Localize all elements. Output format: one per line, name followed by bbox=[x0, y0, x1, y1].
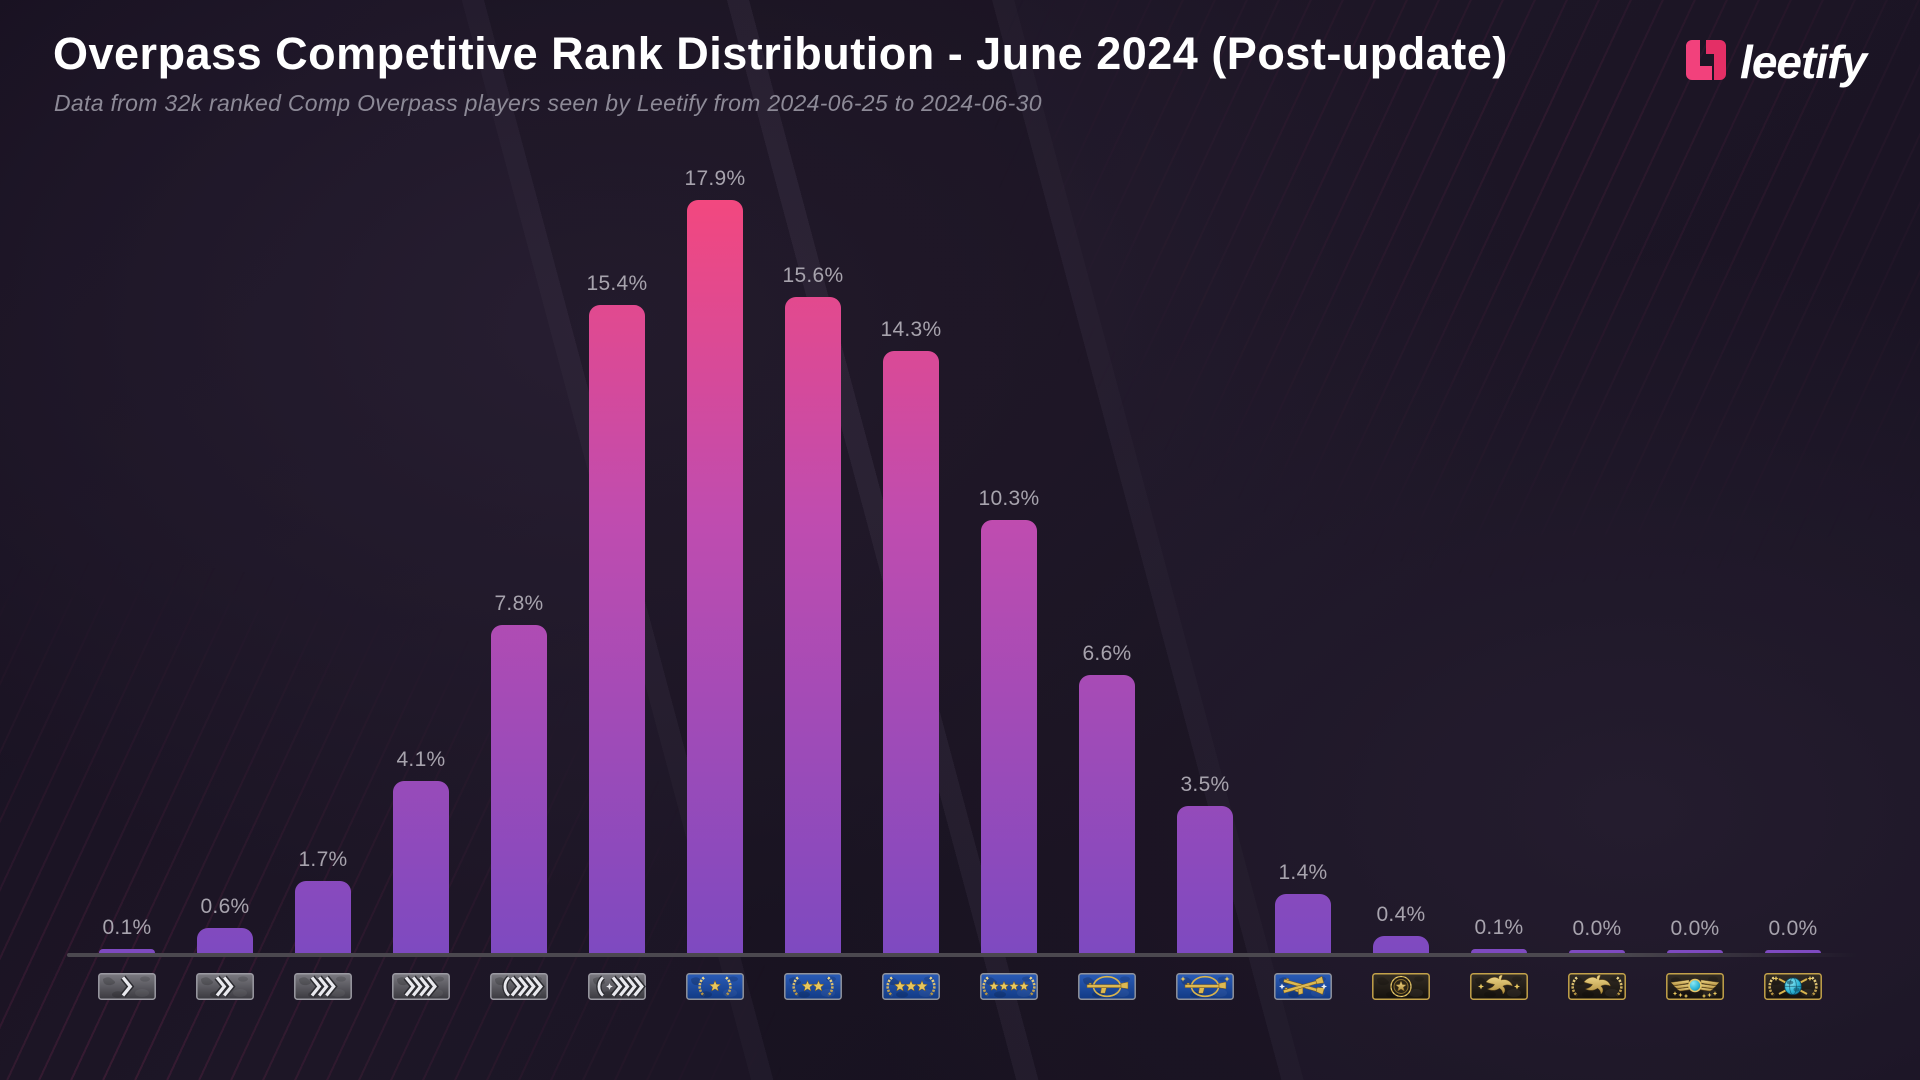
bar-value-label: 0.1% bbox=[102, 916, 152, 939]
bar-value-label: 0.6% bbox=[200, 895, 250, 918]
bar-value-label: 4.1% bbox=[396, 748, 446, 771]
bar bbox=[589, 305, 645, 953]
silver-1-icon bbox=[98, 973, 156, 1000]
bar-value-label: 10.3% bbox=[978, 487, 1040, 510]
leetify-logo-icon bbox=[1682, 36, 1730, 89]
bar-value-label: 1.7% bbox=[298, 848, 348, 871]
silver-3-icon bbox=[294, 973, 352, 1000]
bar-value-label: 0.0% bbox=[1670, 917, 1720, 940]
rank-column: 7.8% bbox=[470, 0, 568, 1080]
bar-value-label: 0.0% bbox=[1768, 917, 1818, 940]
rank-column: 0.0% bbox=[1646, 0, 1744, 1080]
bar bbox=[883, 351, 939, 953]
rank-column: 0.6% bbox=[176, 0, 274, 1080]
rank-column: 17.9% bbox=[666, 0, 764, 1080]
bar-value-label: 7.8% bbox=[494, 592, 544, 615]
bar bbox=[1569, 950, 1625, 953]
bar bbox=[785, 297, 841, 953]
bar-value-label: 15.6% bbox=[782, 264, 844, 287]
rank-column: 0.1% bbox=[78, 0, 176, 1080]
bar-value-label: 14.3% bbox=[880, 318, 942, 341]
bar bbox=[1177, 806, 1233, 953]
rank-column: 0.4% bbox=[1352, 0, 1450, 1080]
bar bbox=[1667, 950, 1723, 953]
bar-value-label: 17.9% bbox=[684, 167, 746, 190]
silver-4-icon bbox=[392, 973, 450, 1000]
supreme-master-first-class-icon bbox=[1666, 973, 1724, 1000]
bar-value-label: 0.4% bbox=[1376, 903, 1426, 926]
distinguished-master-guardian-icon bbox=[1372, 973, 1430, 1000]
bar bbox=[1471, 949, 1527, 953]
bar bbox=[1079, 675, 1135, 953]
silver-2-icon bbox=[196, 973, 254, 1000]
bar bbox=[491, 625, 547, 953]
global-elite-icon bbox=[1764, 973, 1822, 1000]
rank-column: 14.3% bbox=[862, 0, 960, 1080]
bar-value-label: 0.1% bbox=[1474, 916, 1524, 939]
rank-column: 6.6% bbox=[1058, 0, 1156, 1080]
bar bbox=[197, 928, 253, 953]
gold-nova-2-icon bbox=[784, 973, 842, 1000]
bar bbox=[99, 949, 155, 953]
rank-column: 0.0% bbox=[1548, 0, 1646, 1080]
header-titles: Overpass Competitive Rank Distribution -… bbox=[53, 30, 1508, 117]
bar-value-label: 0.0% bbox=[1572, 917, 1622, 940]
page-title: Overpass Competitive Rank Distribution -… bbox=[53, 28, 1508, 79]
legendary-eagle-icon bbox=[1470, 973, 1528, 1000]
master-guardian-elite-icon bbox=[1274, 973, 1332, 1000]
rank-column: 4.1% bbox=[372, 0, 470, 1080]
bar bbox=[687, 200, 743, 953]
bar-value-label: 15.4% bbox=[586, 272, 648, 295]
rank-column: 10.3% bbox=[960, 0, 1058, 1080]
header: Overpass Competitive Rank Distribution -… bbox=[53, 30, 1867, 117]
rank-column: 15.4% bbox=[568, 0, 666, 1080]
gold-nova-1-icon bbox=[686, 973, 744, 1000]
rank-column: 1.4% bbox=[1254, 0, 1352, 1080]
leetify-logo: leetify bbox=[1682, 35, 1867, 89]
silver-elite-master-icon bbox=[588, 973, 646, 1000]
gold-nova-master-icon bbox=[980, 973, 1038, 1000]
rank-column: 3.5% bbox=[1156, 0, 1254, 1080]
bar bbox=[1765, 950, 1821, 953]
bar bbox=[393, 781, 449, 953]
x-axis-line bbox=[67, 953, 1857, 957]
silver-elite-icon bbox=[490, 973, 548, 1000]
rank-column: 0.1% bbox=[1450, 0, 1548, 1080]
legendary-eagle-master-icon bbox=[1568, 973, 1626, 1000]
page-subtitle: Data from 32k ranked Comp Overpass playe… bbox=[54, 90, 1042, 117]
bar-value-label: 1.4% bbox=[1278, 861, 1328, 884]
bar bbox=[981, 520, 1037, 953]
bar bbox=[295, 881, 351, 953]
master-guardian-2-icon bbox=[1176, 973, 1234, 1000]
rank-column: 15.6% bbox=[764, 0, 862, 1080]
gold-nova-3-icon bbox=[882, 973, 940, 1000]
rank-column: 1.7% bbox=[274, 0, 372, 1080]
bar-value-label: 6.6% bbox=[1082, 642, 1132, 665]
master-guardian-1-icon bbox=[1078, 973, 1136, 1000]
leetify-logo-text: leetify bbox=[1740, 36, 1867, 88]
bar bbox=[1373, 936, 1429, 953]
bar bbox=[1275, 894, 1331, 953]
bar-value-label: 3.5% bbox=[1180, 773, 1230, 796]
rank-column: 0.0% bbox=[1744, 0, 1842, 1080]
